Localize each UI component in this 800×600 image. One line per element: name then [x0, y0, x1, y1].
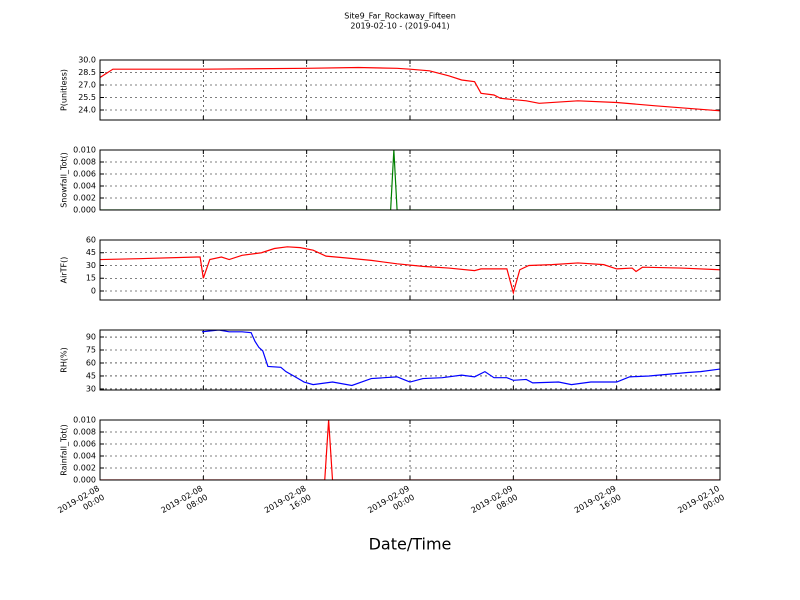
y-tick-label: 0.010: [73, 146, 96, 155]
y-tick-label: 0.000: [73, 206, 96, 215]
y-tick-label: 0.000: [73, 476, 96, 485]
y-axis-label: P(unitless): [60, 69, 69, 111]
data-line: [100, 246, 720, 295]
y-tick-label: 0.002: [73, 464, 96, 473]
y-axis-label: AirTF(): [60, 257, 69, 284]
y-tick-label: 75: [86, 346, 96, 355]
y-tick-label: 0.008: [73, 428, 96, 437]
y-tick-label: 30.0: [78, 56, 96, 65]
y-tick-label: 0.002: [73, 194, 96, 203]
y-axis-label: Rainfall_Tot(): [60, 424, 69, 476]
y-tick-label: 0.004: [73, 452, 96, 461]
axes-frame: [99, 239, 721, 301]
y-tick-label: 45: [86, 248, 96, 257]
x-axis-label: Date/Time: [369, 535, 452, 554]
y-tick-label: 0.008: [73, 158, 96, 167]
y-tick-label: 25.5: [78, 93, 96, 102]
y-tick-label: 0: [91, 286, 96, 295]
y-tick-label: 90: [86, 333, 96, 342]
axes-frame: [99, 419, 721, 481]
y-axis-label: Snowfall_Tot(): [60, 152, 69, 208]
y-tick-label: 0.004: [73, 182, 96, 191]
y-tick-label: 30: [86, 384, 96, 393]
y-axis-label: RH(%): [60, 347, 69, 372]
y-tick-label: 60: [86, 358, 96, 367]
axes-frame: [99, 149, 721, 211]
y-tick-label: 60: [86, 236, 96, 245]
y-tick-label: 0.006: [73, 440, 96, 449]
y-tick-label: 30: [86, 261, 96, 270]
y-tick-label: 28.5: [78, 68, 96, 77]
title: Site9_Far_Rockaway_Fifteen: [344, 12, 456, 21]
y-tick-label: 24.0: [78, 106, 96, 115]
y-tick-label: 0.006: [73, 170, 96, 179]
data-line: [100, 66, 720, 112]
y-tick-label: 0.010: [73, 416, 96, 425]
y-tick-label: 15: [86, 274, 96, 283]
axes-frame: [99, 59, 721, 121]
axes-frame: [99, 329, 721, 391]
y-tick-label: 27.0: [78, 81, 96, 90]
data-line: [201, 330, 720, 387]
subtitle: 2019-02-10 - (2019-041): [350, 22, 449, 31]
y-tick-label: 45: [86, 371, 96, 380]
